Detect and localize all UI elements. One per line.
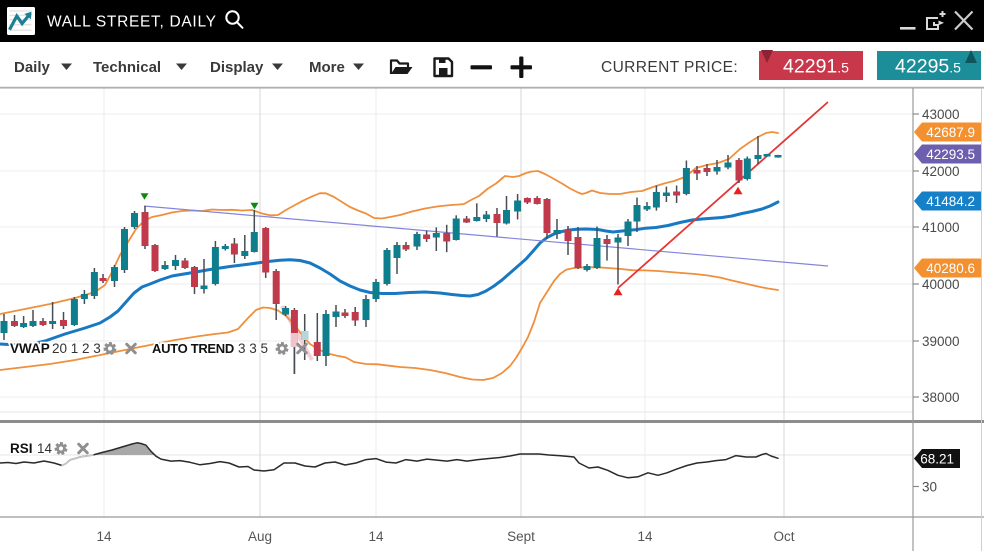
svg-text:42293.5: 42293.5 <box>926 147 975 162</box>
svg-text:Daily: Daily <box>14 59 51 76</box>
svg-text:AUTO TREND: AUTO TREND <box>152 341 234 356</box>
svg-text:68.21: 68.21 <box>920 451 954 466</box>
svg-text:14: 14 <box>637 529 653 544</box>
svg-text:38000: 38000 <box>922 390 960 405</box>
svg-text:39000: 39000 <box>922 334 960 349</box>
svg-text:42687.9: 42687.9 <box>926 125 975 140</box>
svg-text:42291.5: 42291.5 <box>783 56 849 78</box>
svg-text:VWAP: VWAP <box>10 341 50 356</box>
svg-text:Sept: Sept <box>507 529 535 544</box>
svg-text:41484.2: 41484.2 <box>926 194 975 209</box>
svg-text:Oct: Oct <box>773 529 794 544</box>
svg-text:42295.5: 42295.5 <box>895 56 961 78</box>
svg-text:14: 14 <box>368 529 384 544</box>
svg-text:RSI: RSI <box>10 441 33 456</box>
svg-text:WALL STREET, DAILY: WALL STREET, DAILY <box>47 14 217 31</box>
svg-text:14: 14 <box>37 441 53 456</box>
svg-text:Technical: Technical <box>93 59 161 76</box>
svg-text:More: More <box>309 59 345 76</box>
svg-text:CURRENT PRICE:: CURRENT PRICE: <box>601 59 738 76</box>
svg-text:43000: 43000 <box>922 107 960 122</box>
svg-text:40280.6: 40280.6 <box>926 261 975 276</box>
svg-text:14: 14 <box>96 529 112 544</box>
svg-text:40000: 40000 <box>922 277 960 292</box>
svg-text:Aug: Aug <box>248 529 272 544</box>
svg-text:Display: Display <box>210 59 264 76</box>
svg-text:41000: 41000 <box>922 220 960 235</box>
svg-text:30: 30 <box>922 479 937 494</box>
svg-text:42000: 42000 <box>922 164 960 179</box>
svg-text:3 3 5: 3 3 5 <box>238 341 268 356</box>
svg-text:20 1 2 3: 20 1 2 3 <box>52 341 101 356</box>
